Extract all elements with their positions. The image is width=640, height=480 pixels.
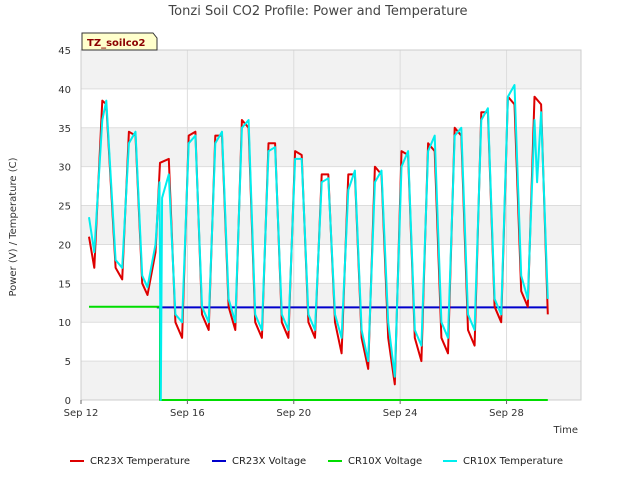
legend-entry: CR23X Temperature [70, 456, 190, 467]
y-tick-label: 40 [58, 85, 71, 96]
plot-background [81, 50, 581, 400]
y-tick-label: 10 [58, 318, 71, 329]
series-layer [88, 84, 549, 401]
y-tick-label: 15 [58, 279, 71, 290]
x-tick-label: Sep 20 [276, 408, 311, 419]
y-tick-label: 5 [65, 357, 71, 368]
legend-entry: CR10X Voltage [328, 456, 422, 467]
legend: CR23X Temperature CR23X Voltage CR10X Volt… [70, 456, 563, 467]
legend-label: CR10X Temperature [463, 456, 563, 467]
y-tick-label: 45 [58, 46, 71, 57]
legend-label: CR23X Temperature [90, 456, 190, 467]
y-tick-label: 20 [58, 240, 71, 251]
y-axis-ticks: 0 5 10 15 20 25 30 35 40 45 [58, 46, 71, 407]
chart-title: Tonzi Soil CO2 Profile: Power and Temper… [167, 4, 467, 19]
site-label: TZ_soilco2 [87, 38, 146, 49]
series-line-cr10x-temperature [88, 84, 549, 401]
y-tick-label: 25 [58, 202, 71, 213]
x-tick-label: Sep 28 [489, 408, 524, 419]
legend-entry: CR23X Voltage [212, 456, 306, 467]
x-tick-label: Sep 12 [64, 408, 99, 419]
grid-band [81, 50, 581, 89]
grid-band [81, 361, 581, 400]
y-tick-label: 30 [58, 163, 71, 174]
legend-entry: CR10X Temperature [443, 456, 563, 467]
y-tick-label: 0 [65, 396, 71, 407]
legend-label: CR10X Voltage [348, 456, 422, 467]
x-axis-label: Time [553, 425, 578, 436]
x-tick-label: Sep 16 [170, 408, 205, 419]
y-tick-label: 35 [58, 124, 71, 135]
x-axis-ticks: Sep 12 Sep 16 Sep 20 Sep 24 Sep 28 [64, 400, 524, 419]
y-axis-label: Power (V) / Temperature (C) [8, 157, 19, 296]
x-tick-label: Sep 24 [383, 408, 418, 419]
site-label-box: TZ_soilco2 [81, 32, 158, 51]
grid-band [81, 283, 581, 323]
legend-label: CR23X Voltage [232, 456, 306, 467]
